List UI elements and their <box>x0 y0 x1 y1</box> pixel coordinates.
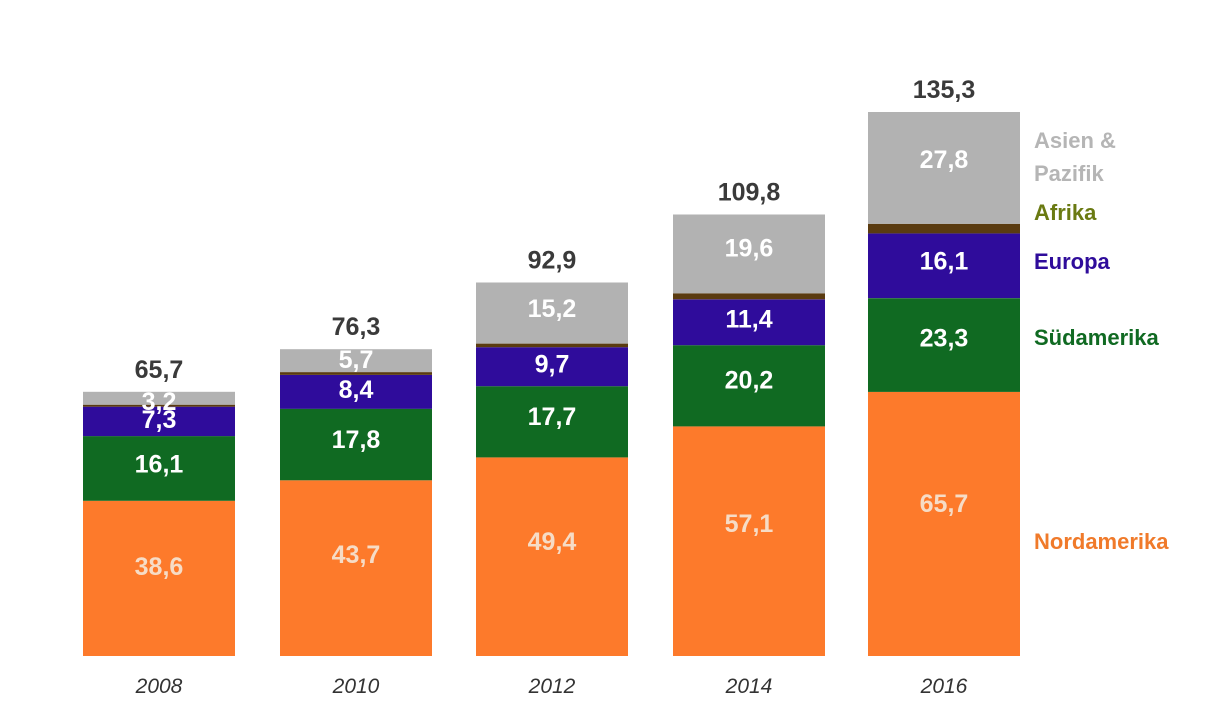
segment-value-label: 3,2 <box>142 388 177 416</box>
segment-value-label: 16,1 <box>920 248 969 276</box>
segment-value-label: 49,4 <box>528 528 577 556</box>
bar-segment <box>83 406 235 437</box>
bar-segment <box>673 345 825 427</box>
legend-entry: Europa <box>1034 249 1111 274</box>
bar-segment <box>280 372 432 375</box>
bar-segment <box>868 112 1020 224</box>
segment-value-label: 57,1 <box>725 510 774 538</box>
segment-value-label: 15,2 <box>528 295 577 323</box>
bar-segment <box>83 391 235 405</box>
bar-segment <box>476 343 628 348</box>
bar-segment <box>868 391 1020 656</box>
legend-entry: Südamerika <box>1034 325 1159 350</box>
bar-segment <box>280 349 432 373</box>
x-tick-label: 2014 <box>725 675 773 698</box>
segment-value-label: 27,8 <box>920 146 969 174</box>
segment-value-label: 19,6 <box>725 235 774 263</box>
bar-segment <box>476 282 628 344</box>
x-axis-ticks: 2008 2010 2012 2014 2016 <box>135 675 968 698</box>
total-label: 135,3 <box>913 76 976 104</box>
x-tick-label: 2010 <box>332 675 380 698</box>
segment-value-label: 23,3 <box>920 325 969 353</box>
bar-segment <box>476 457 628 656</box>
bar-segment <box>83 404 235 407</box>
bar-segment <box>280 375 432 409</box>
segment-value-label: 43,7 <box>332 541 381 569</box>
total-label: 109,8 <box>718 179 781 207</box>
x-tick-label: 2016 <box>920 675 968 698</box>
bar-segment <box>673 293 825 300</box>
legend-entry: Nordamerika <box>1034 529 1169 554</box>
bar-segment <box>476 347 628 387</box>
bar-segment <box>83 436 235 501</box>
legend-entry: Afrika <box>1034 200 1097 225</box>
segment-value-label: 7,3 <box>142 406 177 434</box>
bar-segment <box>673 214 825 294</box>
legend: Asien & Pazifik Afrika Europa Südamerika Nord… <box>1034 128 1169 554</box>
bar-segment <box>868 223 1020 234</box>
legend-entry: Pazifik <box>1034 161 1104 186</box>
bars <box>83 112 1020 656</box>
bar-segment <box>476 386 628 458</box>
legend-entry: Asien & <box>1034 128 1116 153</box>
x-tick-label: 2012 <box>528 675 576 698</box>
total-label: 76,3 <box>332 313 381 341</box>
bar-segment <box>868 233 1020 299</box>
bar-segment <box>280 480 432 656</box>
segment-value-label: 38,6 <box>135 553 184 581</box>
total-label: 65,7 <box>135 356 184 384</box>
total-labels: 65,7 76,3 92,9 109,8 135,3 <box>135 76 976 384</box>
segment-value-label: 16,1 <box>135 450 184 478</box>
bar-segment <box>673 299 825 346</box>
bar-segment <box>673 426 825 656</box>
segment-value-label: 20,2 <box>725 366 774 394</box>
segment-labels: 38,6 16,1 7,33,2 43,7 17,8 8,45,7 49,4 17,7 9,7 1… <box>135 146 969 581</box>
bar-segment <box>868 298 1020 392</box>
segment-value-label: 5,7 <box>339 346 374 374</box>
segment-value-label: 8,4 <box>339 376 374 404</box>
bar-segment <box>83 500 235 656</box>
segment-value-label: 9,7 <box>535 351 570 379</box>
segment-value-label: 17,8 <box>332 426 381 454</box>
bar-segment <box>280 408 432 481</box>
segment-value-label: 65,7 <box>920 490 969 518</box>
x-tick-label: 2008 <box>135 675 183 698</box>
total-label: 92,9 <box>528 247 577 275</box>
segment-value-label: 17,7 <box>528 403 577 431</box>
segment-value-label: 11,4 <box>725 306 772 334</box>
